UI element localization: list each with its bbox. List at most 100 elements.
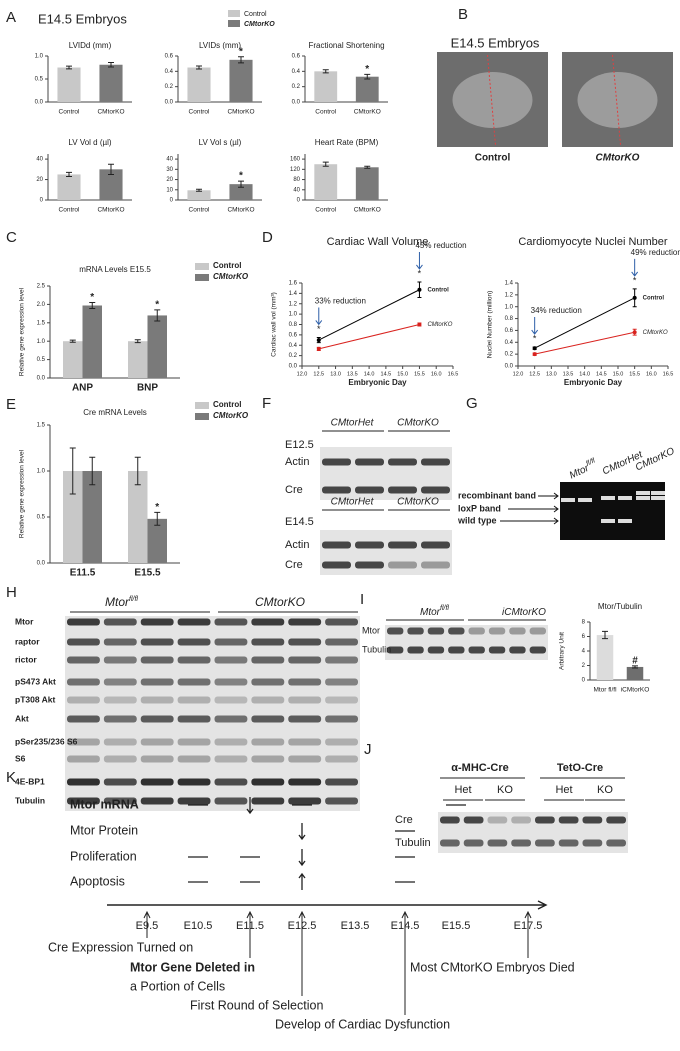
blot-band [558, 839, 579, 847]
blot-band [355, 561, 384, 569]
blot-band [251, 738, 285, 746]
y-tick-label: 20 [36, 177, 43, 183]
legend-label: Control [244, 11, 267, 18]
blot-band [177, 778, 211, 786]
bar [147, 315, 167, 378]
significance-label: * [239, 46, 243, 57]
blot-band [67, 755, 100, 763]
x-tick-label: BNP [137, 383, 158, 394]
blot-band [214, 738, 248, 746]
band-label: recombinant band [458, 490, 536, 500]
gel-band [636, 496, 650, 500]
y-axis-label: Arbitrary Unit [559, 632, 566, 670]
timeline-row-label: Proliferation [70, 849, 137, 863]
echo-image-detail [452, 72, 533, 128]
x-tick-label: 14.0 [364, 371, 375, 377]
blot-band [488, 627, 506, 635]
blot-band [511, 839, 531, 847]
event-label: Mtor Gene Deleted in [130, 960, 255, 974]
error-bar [69, 447, 76, 495]
blot-band [214, 755, 248, 763]
event-label: Most CMtorKO Embryos Died [410, 960, 575, 974]
group-label-sup: fl/fl [129, 596, 138, 603]
legend-swatch [195, 402, 209, 409]
row-label: pT308 Akt [15, 694, 55, 704]
group-label: iCMtorKO [502, 607, 546, 618]
event-label: Cre Expression Turned on [48, 940, 193, 954]
blot-band [251, 778, 285, 786]
bar [99, 64, 123, 102]
blot-band [529, 646, 546, 654]
stage-label: E15.5 [442, 920, 471, 932]
gel-band [601, 519, 615, 523]
annotation-arrow [416, 251, 423, 270]
y-tick-label: 0.0 [289, 364, 298, 370]
group-label: α-MHC-Cre [451, 762, 508, 774]
y-tick-label: 0 [297, 198, 301, 204]
blot-band [488, 646, 506, 654]
blot-band [468, 646, 485, 654]
series-label: Control [643, 295, 665, 301]
y-tick-label: 0.2 [165, 84, 174, 90]
bar [355, 167, 379, 200]
y-tick-label: 10 [166, 187, 173, 193]
blot-band [140, 638, 174, 646]
event-arrow [143, 910, 151, 938]
blot-band [582, 839, 603, 847]
lane-label: CMtorKO [634, 445, 677, 473]
x-axis-label: Embryonic Day [564, 378, 623, 387]
blot-band [103, 755, 137, 763]
panel-letter: G [466, 395, 478, 412]
blot-band [325, 715, 358, 723]
x-tick-label: 15.5 [414, 371, 425, 377]
y-tick-label: 0.0 [35, 100, 44, 106]
x-tick-label: 13.0 [330, 371, 341, 377]
blot-band [177, 755, 211, 763]
image-caption: CMtorKO [596, 153, 640, 164]
blot-band [214, 778, 248, 786]
gel-band [578, 498, 592, 502]
y-tick-label: 6 [582, 634, 586, 640]
panel-letter: K [6, 769, 16, 786]
y-tick-label: 0.5 [37, 357, 46, 363]
gel-band [618, 496, 632, 500]
event-arrow [524, 910, 532, 958]
bar [82, 305, 102, 378]
row-label: S6 [15, 753, 26, 763]
error-bar [66, 65, 72, 70]
y-tick-label: 0.4 [289, 343, 298, 349]
blot-band [103, 656, 137, 664]
blot-band [103, 778, 137, 786]
blot-band [388, 458, 417, 466]
error-bar [66, 171, 72, 177]
bar [57, 67, 81, 102]
blot-band [529, 627, 546, 635]
y-tick-label: 1.2 [289, 301, 298, 307]
trend-arrow-down [246, 797, 254, 815]
bar [147, 518, 167, 563]
blot-band [325, 755, 358, 763]
band-arrow [500, 517, 559, 525]
group-label: Mtorfl/fl [105, 595, 138, 609]
blot-band [322, 486, 351, 494]
blot-band [325, 797, 358, 805]
bar [63, 471, 83, 563]
group-label: CMtorHet [331, 497, 375, 508]
error-bar [69, 339, 76, 343]
series-label: CMtorKO [427, 322, 452, 328]
significance-label: * [90, 292, 94, 303]
y-tick-label: 0.0 [292, 100, 301, 106]
stage-label: E10.5 [184, 920, 213, 932]
bar [128, 341, 148, 378]
trend-arrow-up [298, 872, 306, 890]
blot-band [177, 638, 211, 646]
x-tick-label: 15.5 [629, 371, 640, 377]
blot-band [322, 458, 351, 466]
bar [229, 184, 253, 200]
x-tick-label: 12.0 [297, 371, 308, 377]
event-arrow [401, 910, 409, 1015]
row-label: Actin [285, 539, 309, 551]
blot-band [103, 678, 137, 686]
group-label: CMtorKO [255, 595, 305, 609]
